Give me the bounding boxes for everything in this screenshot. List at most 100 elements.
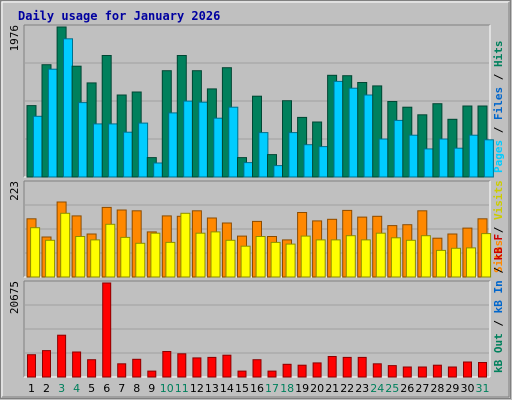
- panel-series-legend: Pages / Files / Hits: [492, 41, 505, 174]
- bar-sites-19: [300, 235, 311, 278]
- bar-kb-f-25: [387, 365, 397, 378]
- panel-series-legend: kB Out / kB In / kB F: [492, 234, 505, 373]
- x-tick-label: 16: [250, 382, 264, 395]
- bar-sites-3: [60, 212, 71, 278]
- bar-sites-20: [315, 239, 326, 278]
- bar-kb-f-8: [132, 358, 142, 378]
- bar-kb-f-12: [192, 357, 202, 378]
- bar-sites-27: [420, 235, 431, 278]
- legend-part-0: Sites: [492, 240, 505, 273]
- x-tick-label: 2: [43, 382, 50, 395]
- bar-sites-5: [90, 239, 101, 278]
- bar-sites-15: [240, 245, 251, 278]
- bar-sites-13: [210, 231, 221, 278]
- bar-kb-f-15: [237, 370, 247, 378]
- bar-pages-7: [123, 131, 134, 178]
- bar-pages-13: [213, 117, 224, 178]
- bar-kb-f-13: [207, 356, 217, 378]
- x-tick-label: 26: [400, 382, 414, 395]
- x-tick-label: 24: [370, 382, 384, 395]
- bar-pages-29: [453, 147, 464, 178]
- bar-sites-1: [30, 227, 41, 278]
- bar-kb-f-29: [447, 366, 457, 378]
- bar-sites-23: [360, 239, 371, 278]
- legend-part-2: Files: [492, 87, 505, 120]
- x-tick-label: 19: [295, 382, 309, 395]
- x-tick-label: 3: [58, 382, 65, 395]
- bar-sites-12: [195, 232, 206, 278]
- bar-sites-22: [345, 235, 356, 278]
- bar-kb-f-28: [432, 364, 442, 378]
- bar-sites-26: [405, 239, 416, 278]
- bar-kb-f-24: [372, 363, 382, 378]
- legend-part-2: kB In: [492, 280, 505, 313]
- legend-part-3: /: [492, 67, 505, 87]
- bar-kb-f-26: [402, 366, 412, 378]
- bar-pages-24: [378, 138, 389, 178]
- bar-pages-30: [468, 134, 479, 178]
- x-tick-label: 7: [118, 382, 125, 395]
- bar-sites-18: [285, 243, 296, 278]
- x-tick-label: 10: [160, 382, 174, 395]
- x-tick-label: 31: [476, 382, 490, 395]
- bar-sites-17: [270, 241, 281, 278]
- bar-kb-f-7: [117, 363, 127, 378]
- bar-pages-10: [168, 112, 179, 178]
- bar-kb-f-4: [72, 351, 82, 378]
- bar-kb-f-9: [147, 370, 157, 378]
- bar-sites-14: [225, 239, 236, 278]
- bar-hits-27: [417, 114, 428, 178]
- bar-sites-16: [255, 236, 266, 278]
- y-max-label: 1976: [8, 25, 21, 52]
- bar-kb-f-20: [312, 362, 322, 378]
- legend-part-4: Hits: [492, 41, 505, 68]
- bar-pages-5: [93, 123, 103, 178]
- bar-pages-31: [483, 139, 494, 178]
- x-tick-label: 8: [133, 382, 140, 395]
- bar-pages-18: [288, 132, 299, 178]
- bar-pages-1: [32, 115, 43, 178]
- bar-pages-15: [243, 162, 254, 178]
- bar-sites-7: [120, 236, 131, 278]
- legend-part-0: Pages: [492, 140, 505, 173]
- bar-sites-24: [375, 232, 386, 278]
- legend-part-3: /: [492, 260, 505, 280]
- panel-3: 20675 kB Out / kB In / kB F: [8, 234, 505, 378]
- bar-sites-28: [436, 249, 446, 278]
- bar-kb-f-10: [162, 351, 172, 378]
- bar-kb-f-1: [27, 354, 36, 378]
- bar-pages-16: [258, 132, 269, 178]
- bar-pages-6: [108, 123, 119, 178]
- legend-part-4: kB F: [492, 234, 505, 261]
- bar-kb-f-22: [342, 356, 352, 378]
- x-tick-label: 27: [415, 382, 429, 395]
- x-tick-label: 1: [28, 382, 35, 395]
- bar-pages-28: [438, 138, 449, 178]
- x-tick-label: 14: [220, 382, 234, 395]
- x-tick-label: 25: [385, 382, 399, 395]
- chart-title: Daily usage for January 2026: [18, 9, 220, 23]
- x-tick-label: 9: [148, 382, 155, 395]
- bar-pages-14: [228, 106, 239, 178]
- bar-pages-2: [47, 68, 58, 178]
- bar-sites-4: [75, 236, 86, 278]
- bar-sites-8: [135, 242, 146, 278]
- bar-sites-30: [466, 247, 476, 278]
- bar-hits-24: [372, 85, 383, 178]
- x-tick-label: 5: [88, 382, 95, 395]
- bar-pages-11: [183, 100, 194, 178]
- bar-kb-f-17: [267, 370, 277, 378]
- bar-sites-11: [180, 212, 191, 278]
- bar-pages-23: [363, 94, 374, 178]
- y-max-label: 223: [8, 181, 21, 201]
- bar-kb-f-19: [297, 364, 307, 378]
- x-tick-label: 6: [103, 382, 110, 395]
- bar-pages-19: [303, 144, 314, 178]
- bar-sites-31: [481, 233, 492, 278]
- bar-kb-f-18: [282, 363, 292, 378]
- y-max-label: 20675: [8, 281, 21, 314]
- bar-sites-9: [150, 232, 161, 278]
- legend-part-1: /: [492, 313, 505, 333]
